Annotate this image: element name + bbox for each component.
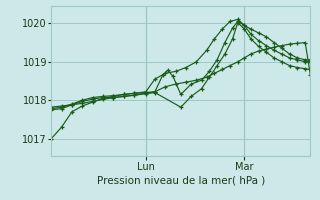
X-axis label: Pression niveau de la mer( hPa ): Pression niveau de la mer( hPa )	[97, 176, 265, 186]
